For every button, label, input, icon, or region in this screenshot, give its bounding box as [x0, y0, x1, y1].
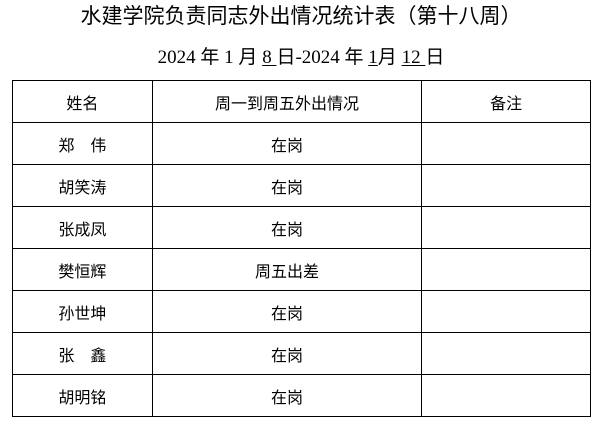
header-status: 周一到周五外出情况 [151, 80, 423, 123]
day-unit: 日 [425, 47, 445, 68]
header-note: 备注 [421, 80, 591, 123]
table-row: 郑 伟在岗 [12, 122, 591, 165]
table-row: 张 鑫在岗 [12, 332, 591, 375]
table-row: 胡明铭 在岗 [12, 374, 591, 417]
status-cell: 在岗 [151, 374, 423, 417]
start-month: 1 [224, 47, 234, 68]
note-cell [421, 290, 591, 333]
year-unit: 年 [200, 47, 220, 68]
note-cell [421, 332, 591, 375]
table-row: 张成凤 在岗 [12, 206, 591, 249]
name-cell: 胡明铭 [12, 374, 153, 417]
name-cell: 张 鑫 [12, 332, 153, 375]
start-year: 2024 [157, 47, 196, 68]
status-cell: 周五出差 [151, 248, 423, 291]
note-cell [421, 248, 591, 291]
table-row: 孙世坤 在岗 [12, 290, 591, 333]
end-month: 1 [368, 47, 378, 68]
table-row: 樊恒辉 周五出差 [12, 248, 591, 291]
name-cell: 樊恒辉 [12, 248, 153, 291]
header-name: 姓名 [12, 80, 153, 123]
document-title: 水建学院负责同志外出情况统计表（第十八周） [80, 4, 522, 28]
status-cell: 在岗 [151, 164, 423, 207]
status-cell: 在岗 [151, 206, 423, 249]
end-day: 12 [401, 47, 421, 68]
month-unit: 月 [377, 47, 397, 68]
start-day: 8 [262, 47, 272, 68]
year-unit: 年 [344, 47, 364, 68]
day-unit: 日 [276, 47, 296, 68]
status-cell: 在岗 [151, 290, 423, 333]
name-cell: 孙世坤 [12, 290, 153, 333]
table-row: 胡笑涛 在岗 [12, 164, 591, 207]
date-range: 2024 年 1 月 8 日-2024 年 1月 12 日 [0, 45, 602, 71]
end-year: -2024 [295, 47, 340, 68]
status-cell: 在岗 [151, 122, 423, 165]
note-cell [421, 122, 591, 165]
note-cell [421, 374, 591, 417]
note-cell [421, 164, 591, 207]
name-cell: 胡笑涛 [12, 164, 153, 207]
header-row: 姓名 周一到周五外出情况 备注 [12, 80, 591, 123]
name-cell: 郑 伟 [12, 122, 153, 165]
month-unit: 月 [238, 47, 258, 68]
absence-table: 姓名 周一到周五外出情况 备注 郑 伟在岗 胡笑涛 在岗 张成凤 在岗 樊恒辉 周五出差 孙世… [12, 80, 591, 417]
name-cell: 张成凤 [12, 206, 153, 249]
status-cell: 在岗 [151, 332, 423, 375]
note-cell [421, 206, 591, 249]
